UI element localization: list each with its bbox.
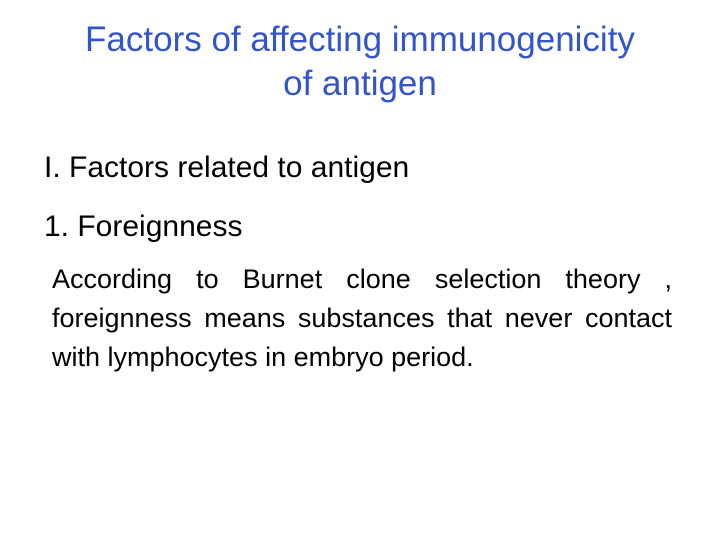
slide-title: Factors of affecting immunogenicity of a… (44, 18, 676, 106)
section-heading: I. Factors related to antigen (44, 148, 676, 187)
body-paragraph: According to Burnet clone selection theo… (44, 260, 676, 377)
slide: Factors of affecting immunogenicity of a… (0, 0, 720, 540)
subsection-heading: 1. Foreignness (44, 207, 676, 246)
